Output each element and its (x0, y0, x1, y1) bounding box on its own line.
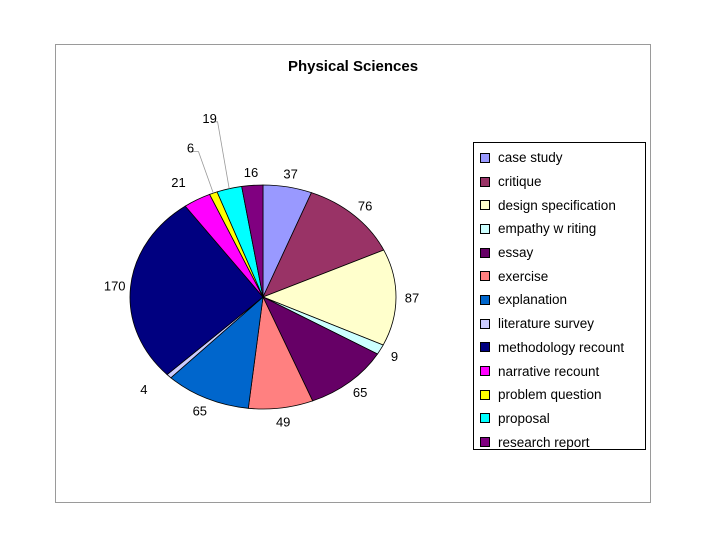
data-label-design-specification: 87 (405, 291, 419, 306)
legend-item-methodology-recount: methodology recount (474, 336, 645, 360)
legend-item-design-specification: design specification (474, 193, 645, 217)
legend-item-essay: essay (474, 241, 645, 265)
legend-swatch (480, 247, 490, 258)
legend-item-empathy-w-riting: empathy w riting (474, 217, 645, 241)
legend-swatch (480, 413, 490, 424)
legend-item-explanation: explanation (474, 288, 645, 312)
legend-label: research report (498, 434, 590, 450)
legend-label: methodology recount (498, 339, 625, 355)
legend-label: critique (498, 174, 542, 190)
legend-swatch (480, 437, 490, 448)
pie-slice-design-specification (261, 249, 397, 346)
leader-line-problem-question (192, 151, 214, 194)
legend-label: case study (498, 150, 563, 166)
legend-swatch (480, 389, 490, 400)
legend-label: narrative recount (498, 363, 600, 379)
legend-label: literature survey (498, 316, 595, 332)
legend-label: problem question (498, 387, 602, 403)
data-label-case-study: 37 (283, 167, 297, 182)
legend-item-critique: critique (474, 170, 645, 194)
data-label-critique: 76 (358, 199, 372, 214)
legend-item-narrative-recount: narrative recount (474, 359, 645, 383)
pie-slice-methodology-recount (129, 205, 264, 376)
leader-line-proposal (211, 121, 230, 189)
data-label-essay: 65 (353, 385, 367, 400)
legend-item-problem-question: problem question (474, 383, 645, 407)
data-label-problem-question: 6 (187, 141, 194, 156)
legend-swatch (480, 176, 490, 187)
data-label-exercise: 49 (276, 414, 290, 429)
data-label-literature-survey: 4 (140, 382, 147, 397)
pie-slice-essay (262, 296, 379, 402)
data-label-empathy-w-riting: 9 (391, 349, 398, 364)
legend-item-literature-survey: literature survey (474, 312, 645, 336)
legend-item-case-study: case study (474, 146, 645, 170)
legend-swatch (480, 318, 490, 329)
legend-swatch (480, 152, 490, 163)
legend-label: empathy w riting (498, 221, 597, 237)
legend-swatch (480, 200, 490, 211)
chart-legend: case study critique design specification em… (473, 142, 646, 450)
chart-title: Physical Sciences (287, 58, 419, 75)
legend-swatch (480, 271, 490, 282)
legend-label: exercise (498, 268, 549, 284)
pie-slice-critique (262, 192, 385, 298)
legend-item-proposal: proposal (474, 407, 645, 431)
legend-item-research-report: research report (474, 430, 645, 454)
legend-swatch (480, 366, 490, 377)
data-label-proposal: 19 (202, 111, 216, 126)
legend-label: proposal (498, 410, 550, 426)
legend-label: design specification (498, 197, 616, 213)
data-label-research-report: 16 (244, 165, 258, 180)
pie-slice-explanation (170, 295, 264, 409)
data-label-methodology-recount: 170 (104, 279, 126, 294)
data-label-explanation: 65 (193, 404, 207, 419)
legend-label: essay (498, 245, 534, 261)
legend-swatch (480, 294, 490, 305)
legend-swatch (480, 223, 490, 234)
data-label-narrative-recount: 21 (171, 175, 185, 190)
legend-swatch (480, 342, 490, 353)
pie-slice-research-report (241, 184, 264, 298)
legend-label: explanation (498, 292, 568, 308)
legend-item-exercise: exercise (474, 264, 645, 288)
